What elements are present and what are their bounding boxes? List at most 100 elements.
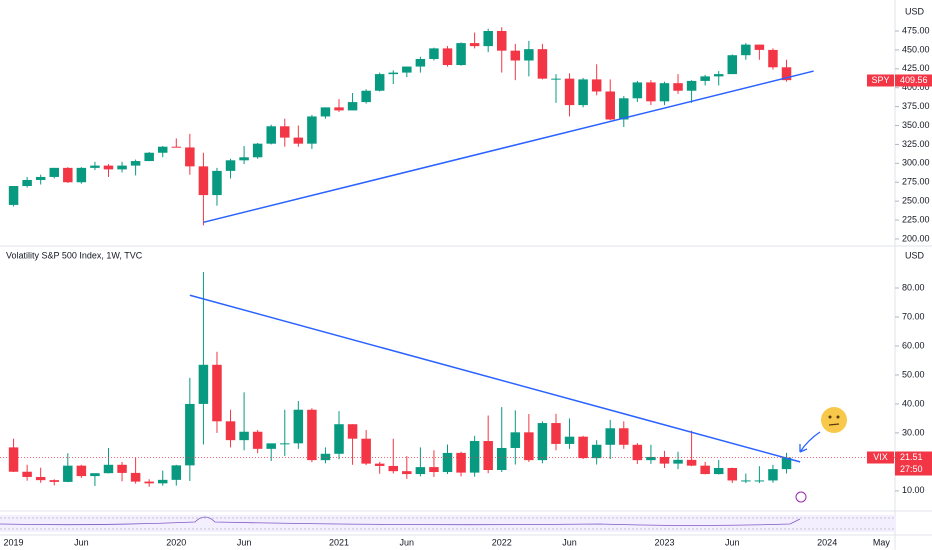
candle-body [659, 83, 670, 102]
candle-body [768, 469, 778, 481]
symbol-badge [867, 451, 894, 464]
candle-body [144, 481, 154, 484]
candle-body [63, 465, 73, 482]
candle-body [564, 78, 575, 106]
y-tick-label: 250.00 [902, 196, 930, 206]
candle-body [741, 44, 751, 56]
candle-body [496, 31, 507, 51]
candle-body [90, 165, 100, 168]
candle-body [293, 137, 304, 144]
candle-body [185, 403, 195, 466]
candle-body [578, 79, 588, 106]
candle-body [130, 161, 141, 166]
axis-unit: USD [905, 250, 925, 260]
y-tick-label: 375.00 [902, 101, 930, 111]
symbol-label: VIX [873, 452, 888, 462]
candle-body [252, 431, 263, 449]
y-tick-label: 80.00 [902, 282, 925, 292]
candle-body [8, 186, 19, 205]
y-tick-label: 70.00 [902, 311, 925, 321]
candle-body [605, 428, 615, 445]
candle-body [117, 464, 127, 473]
candle-body [537, 49, 548, 79]
y-tick-label: 400.00 [902, 82, 930, 92]
y-tick-label: 300.00 [902, 158, 930, 168]
y-tick-label: 50.00 [902, 369, 925, 379]
candle-body [374, 463, 385, 466]
emoji [821, 407, 847, 433]
x-tick-label: May [873, 537, 891, 547]
candle-body [307, 116, 317, 144]
candle-body [415, 467, 426, 475]
y-tick-label: 350.00 [902, 120, 930, 130]
candle-body [8, 447, 19, 472]
candle-body [225, 421, 236, 441]
candle-body [591, 444, 602, 459]
y-tick-label: 325.00 [902, 139, 930, 149]
candle-body [619, 98, 629, 120]
candle-body [212, 364, 222, 422]
candle-body [781, 457, 792, 470]
candle-body [700, 465, 710, 475]
x-tick-label: 2020 [166, 537, 186, 547]
candle-body [429, 48, 439, 59]
x-tick-label: 2022 [492, 537, 512, 547]
trendline [203, 70, 814, 224]
candle-body [361, 90, 371, 103]
candle-body [578, 436, 588, 459]
candle-body [388, 72, 399, 75]
candle-body [22, 471, 32, 477]
candle-body [686, 459, 697, 466]
candle-body [157, 146, 168, 153]
candle-body [564, 436, 575, 444]
y-tick-label: 60.00 [902, 340, 925, 350]
x-tick-label: 2024 [817, 537, 837, 547]
candle-body [591, 79, 602, 92]
candle-body [429, 467, 439, 473]
y-tick-label: 40.00 [902, 398, 925, 408]
candle-body [76, 167, 87, 183]
candle-body [157, 479, 168, 484]
candle-body [198, 166, 209, 196]
candle-body [537, 423, 548, 461]
candle-body [469, 441, 480, 473]
candle-body [442, 48, 453, 66]
candle-body [35, 176, 46, 180]
candle-body [320, 107, 331, 117]
y-tick-label: 425.00 [902, 63, 930, 73]
candle-body [754, 480, 765, 482]
x-tick-label: Jun [74, 537, 89, 547]
candle-body [49, 167, 59, 177]
candle-body [374, 74, 385, 91]
candle-body [198, 364, 209, 404]
candle-body [239, 431, 249, 441]
candle-body [456, 452, 466, 473]
indicator-line [0, 516, 801, 526]
candle-body [483, 441, 493, 471]
event-icon [795, 491, 807, 503]
candle-body [510, 50, 521, 61]
y-tick-label: 275.00 [902, 177, 930, 187]
candle-body [49, 480, 59, 482]
countdown: 27:50 [900, 464, 923, 474]
candle-body [388, 465, 399, 472]
candle-body [632, 444, 643, 461]
x-tick-label: Jun [725, 537, 740, 547]
candle-body [239, 157, 249, 161]
x-tick-label: 2019 [4, 537, 24, 547]
candle-body [551, 78, 561, 80]
candle-body [713, 467, 724, 475]
candle-body [456, 43, 466, 66]
candle-body [659, 456, 670, 464]
pane-title: Volatility S&P 500 Index, 1W, TVC [6, 250, 143, 260]
symbol-badge [867, 74, 894, 87]
candle-body [402, 471, 412, 475]
candle-body [605, 91, 615, 120]
y-tick-label: 30.00 [902, 427, 925, 437]
candle-body [686, 80, 697, 91]
candle-body [619, 428, 629, 445]
candle-body [117, 165, 127, 170]
emoji-mouth [828, 423, 840, 426]
candle-body [347, 424, 358, 439]
candle-body [741, 480, 751, 482]
